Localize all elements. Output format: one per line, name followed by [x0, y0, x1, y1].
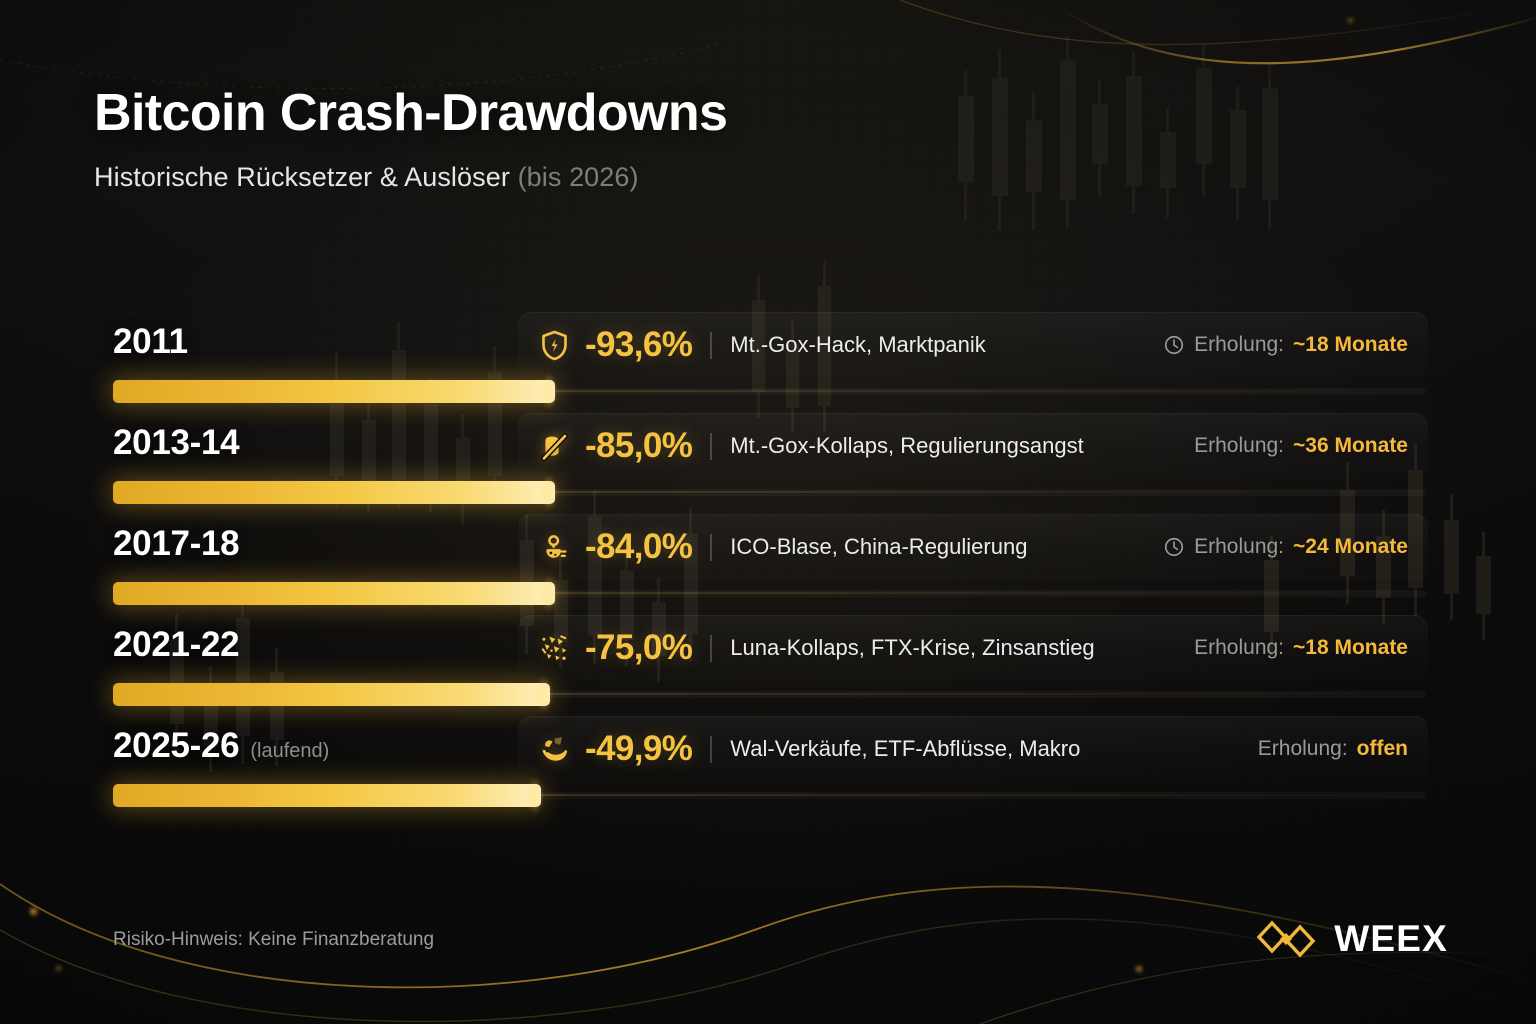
- row-detail-card[interactable]: -93,6% Mt.-Gox-Hack, Marktpanik Erholung…: [518, 312, 1428, 378]
- row-recovery-label: Erholung:: [1194, 333, 1285, 356]
- row-year-group: 2017-18: [113, 524, 240, 564]
- row-progress-hairline: [113, 592, 1426, 594]
- drawdown-row[interactable]: 2025-26 (laufend) -49,9% Wal-Verkäufe, E…: [0, 704, 1536, 807]
- row-detail-card[interactable]: -75,0% Luna-Kollaps, FTX-Krise, Zinsanst…: [518, 615, 1428, 681]
- row-recovery-value: ~36 Monate: [1293, 434, 1408, 457]
- row-drawdown-percent: -84,0%: [585, 527, 693, 566]
- row-progress-fill: [113, 582, 556, 605]
- row-year-group: 2013-14: [113, 423, 240, 463]
- clock-icon: [1163, 536, 1185, 558]
- row-divider: [710, 331, 713, 359]
- row-recovery-value: offen: [1356, 737, 1408, 760]
- risk-disclaimer: Risiko-Hinweis: Keine Finanzberatung: [113, 929, 435, 950]
- row-recovery-label: Erholung:: [1257, 737, 1348, 760]
- row-year-group: 2011: [113, 322, 188, 362]
- row-recovery-group: Erholung: ~24 Monate: [1163, 535, 1408, 559]
- row-cause-text: Wal-Verkäufe, ETF-Abflüsse, Makro: [730, 736, 1081, 761]
- coins-slash-icon: [538, 430, 571, 463]
- shatter-icon: [538, 632, 571, 665]
- header: Bitcoin Crash-Drawdowns Historische Rück…: [94, 86, 1094, 193]
- row-progress-hairline: [113, 794, 1426, 796]
- row-cause-text: Mt.-Gox-Kollaps, Regulierungsangst: [730, 433, 1084, 458]
- row-divider: [710, 735, 713, 763]
- row-year-label: 2013-14: [113, 423, 240, 462]
- row-year-group: 2025-26 (laufend): [113, 726, 329, 766]
- row-cause-text: Mt.-Gox-Hack, Marktpanik: [730, 332, 986, 357]
- row-recovery-value: ~18 Monate: [1293, 333, 1408, 356]
- subtitle-main: Historische Rücksetzer & Auslöser: [94, 162, 510, 193]
- page-title: Bitcoin Crash-Drawdowns: [94, 84, 728, 142]
- row-recovery-group: Erholung: ~18 Monate: [1194, 636, 1408, 660]
- whale-icon: [538, 733, 571, 766]
- row-detail-card[interactable]: -49,9% Wal-Verkäufe, ETF-Abflüsse, Makro…: [518, 716, 1428, 782]
- row-divider: [710, 533, 713, 561]
- row-progress-fill: [113, 784, 542, 807]
- row-drawdown-percent: -49,9%: [585, 729, 693, 768]
- row-year-label: 2017-18: [113, 524, 240, 563]
- row-recovery-label: Erholung:: [1194, 535, 1285, 558]
- row-progress-hairline: [113, 491, 1426, 493]
- shield-bolt-icon: [538, 329, 571, 362]
- row-drawdown-percent: -85,0%: [585, 426, 693, 465]
- drawdown-list: 2011 -93,6% Mt.-Gox-Hack, Marktpanik Erh…: [0, 300, 1536, 807]
- row-progress-track: [113, 481, 1426, 504]
- weex-logo: WEEX: [1255, 918, 1448, 960]
- row-recovery-value: ~24 Monate: [1293, 535, 1408, 558]
- row-progress-fill: [113, 683, 551, 706]
- row-recovery-label: Erholung:: [1194, 636, 1285, 659]
- row-detail-card[interactable]: -84,0% ICO-Blase, China-Regulierung Erho…: [518, 514, 1428, 580]
- row-progress-track: [113, 582, 1426, 605]
- row-progress-fill: [113, 380, 556, 403]
- row-cause-text: Luna-Kollaps, FTX-Krise, Zinsanstieg: [730, 635, 1095, 660]
- row-drawdown-percent: -93,6%: [585, 325, 693, 364]
- row-recovery-label: Erholung:: [1194, 434, 1285, 457]
- weex-wordmark: WEEX: [1334, 918, 1448, 959]
- row-recovery-value: ~18 Monate: [1293, 636, 1408, 659]
- row-progress-fill: [113, 481, 556, 504]
- row-progress-track: [113, 784, 1426, 807]
- row-divider: [710, 432, 713, 460]
- subtitle-year-range: (bis 2026): [517, 162, 639, 193]
- drawdown-row[interactable]: 2013-14 -85,0% Mt.-Gox-Kollaps, Regulier…: [0, 401, 1536, 504]
- row-drawdown-percent: -75,0%: [585, 628, 693, 667]
- row-recovery-group: Erholung: ~36 Monate: [1194, 434, 1408, 458]
- row-year-note: (laufend): [250, 740, 330, 762]
- row-progress-track: [113, 683, 1426, 706]
- row-year-label: 2025-26: [113, 726, 240, 765]
- row-divider: [710, 634, 713, 662]
- row-recovery-group: Erholung: offen: [1258, 737, 1408, 761]
- row-progress-hairline: [113, 390, 1426, 392]
- row-cause-text: ICO-Blase, China-Regulierung: [730, 534, 1028, 559]
- row-progress-track: [113, 380, 1426, 403]
- row-recovery-group: Erholung: ~18 Monate: [1163, 333, 1408, 357]
- bubble-icon: [538, 531, 571, 564]
- drawdown-row[interactable]: 2017-18 -84,0% ICO-Blase, China-Regulier…: [0, 502, 1536, 605]
- drawdown-row[interactable]: 2011 -93,6% Mt.-Gox-Hack, Marktpanik Erh…: [0, 300, 1536, 403]
- row-progress-hairline: [113, 693, 1426, 695]
- clock-icon: [1163, 334, 1185, 356]
- page-subtitle: Historische Rücksetzer & Auslöser (bis 2…: [94, 162, 1094, 193]
- row-year-label: 2021-22: [113, 625, 240, 664]
- drawdown-row[interactable]: 2021-22 -75,0%: [0, 603, 1536, 706]
- row-year-label: 2011: [113, 322, 188, 361]
- row-year-group: 2021-22: [113, 625, 240, 665]
- row-detail-card[interactable]: -85,0% Mt.-Gox-Kollaps, Regulierungsangs…: [518, 413, 1428, 479]
- weex-diamond-logo-icon: [1256, 920, 1316, 958]
